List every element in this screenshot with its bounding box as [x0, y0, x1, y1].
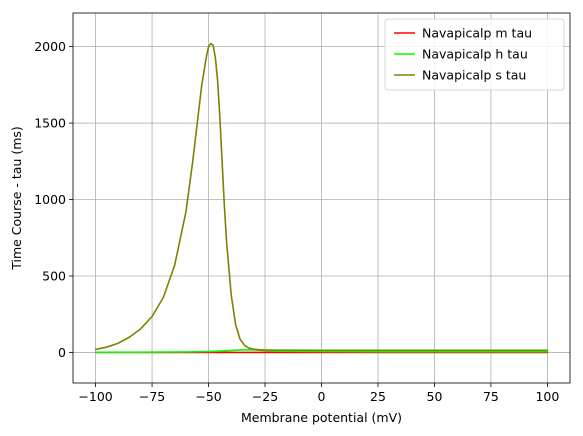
y-tick-label: 2000 [34, 39, 66, 54]
y-tick-label: 500 [42, 268, 66, 283]
series-line-2 [94, 348, 549, 354]
x-tick-label: −25 [252, 389, 278, 404]
x-tick-label: 0 [318, 389, 326, 404]
x-tick-label: 50 [427, 389, 443, 404]
x-axis-ticks: −100 −75 −50 −25 0 25 50 75 100 [78, 383, 559, 404]
x-tick-label: −75 [139, 389, 165, 404]
legend-entry: Navapicalp m tau [422, 26, 532, 41]
x-tick-label: 75 [483, 389, 499, 404]
legend-entry: Navapicalp s tau [422, 68, 526, 83]
x-tick-label: 25 [370, 389, 386, 404]
x-tick-label: −50 [195, 389, 221, 404]
y-axis-ticks: 0 500 1000 1500 2000 [34, 39, 73, 360]
y-tick-label: 1000 [34, 192, 66, 207]
y-tick-label: 0 [58, 345, 66, 360]
y-axis-label: Time Course - tau (ms) [9, 126, 24, 271]
x-tick-label: 100 [535, 389, 559, 404]
x-axis-label: Membrane potential (mV) [241, 410, 402, 425]
y-tick-label: 1500 [34, 116, 66, 131]
x-tick-label: −100 [78, 389, 112, 404]
series-line-3 [94, 42, 549, 352]
legend-entry: Navapicalp h tau [422, 47, 528, 62]
series-lines [94, 42, 549, 354]
legend: Navapicalp m tau Navapicalp h tau Navapica… [384, 18, 565, 91]
legend-box [384, 18, 565, 91]
